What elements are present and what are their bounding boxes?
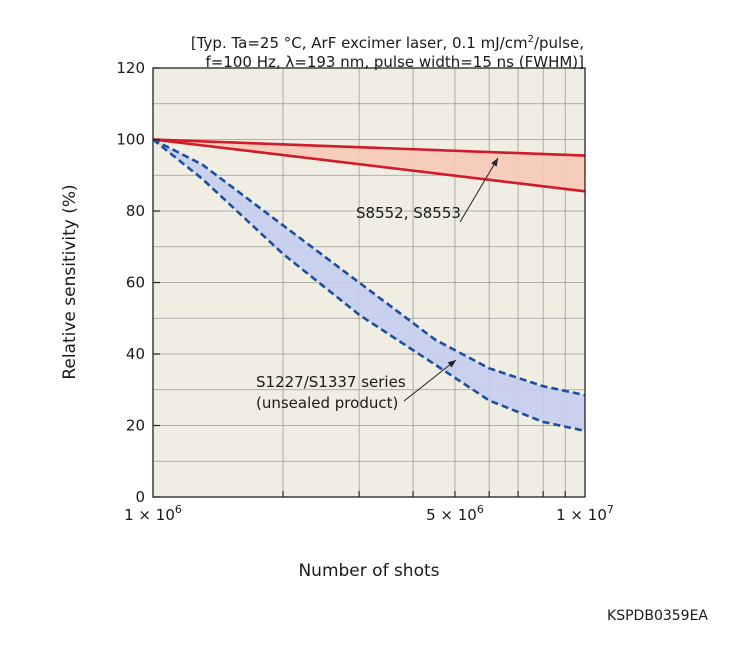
band-label-1-line-0: S1227/S1337 series <box>256 373 406 391</box>
x-axis-ticks: 1 × 106 5 × 106 1 × 107 <box>124 491 614 524</box>
y-tick-label: 80 <box>126 202 145 220</box>
y-tick-label: 120 <box>116 59 145 77</box>
y-tick-label: 0 <box>135 488 145 506</box>
band-0-arrow-arrowhead <box>491 158 498 167</box>
y-tick-label: 100 <box>116 131 145 149</box>
band-1-arrow-leader <box>403 359 457 402</box>
band-label-0: S8552, S8553 <box>356 204 461 222</box>
y-axis-ticks: 0 20 40 60 80 100 120 <box>116 59 160 506</box>
x-tick-label: 1 × 107 <box>556 503 614 524</box>
band-upper-line-1 <box>152 138 586 397</box>
band-upper-line-0 <box>152 138 586 157</box>
y-tick-label: 20 <box>126 417 145 435</box>
data-bands <box>152 138 586 433</box>
chart-title-line-2: f=100 Hz, λ=193 nm, pulse width=15 ns (F… <box>205 53 584 71</box>
chart-title-line-1: [Typ. Ta=25 °C, ArF excimer laser, 0.1 m… <box>191 34 584 52</box>
y-axis-label: Relative sensitivity (%) <box>60 184 80 379</box>
figure-code: KSPDB0359EA <box>607 608 708 624</box>
x-tick-label: 5 × 106 <box>426 503 484 524</box>
band-label-1-line-1: (unsealed product) <box>256 394 398 412</box>
annotations: S8552, S8553 S1227/S1337 series (unsealed … <box>256 157 499 412</box>
y-tick-label: 40 <box>126 345 145 363</box>
band-1-arrow-arrowhead <box>447 360 456 368</box>
x-axis-label: Number of shots <box>298 561 439 581</box>
band-lower-line-0 <box>152 138 586 193</box>
band-lower-line-1 <box>152 138 586 433</box>
x-tick-label: 1 × 106 <box>124 503 182 524</box>
title-superscript: 2 <box>528 34 534 45</box>
band-fill-1 <box>153 139 585 431</box>
band-0-arrow-leader <box>459 157 499 223</box>
y-tick-label: 60 <box>126 274 145 292</box>
